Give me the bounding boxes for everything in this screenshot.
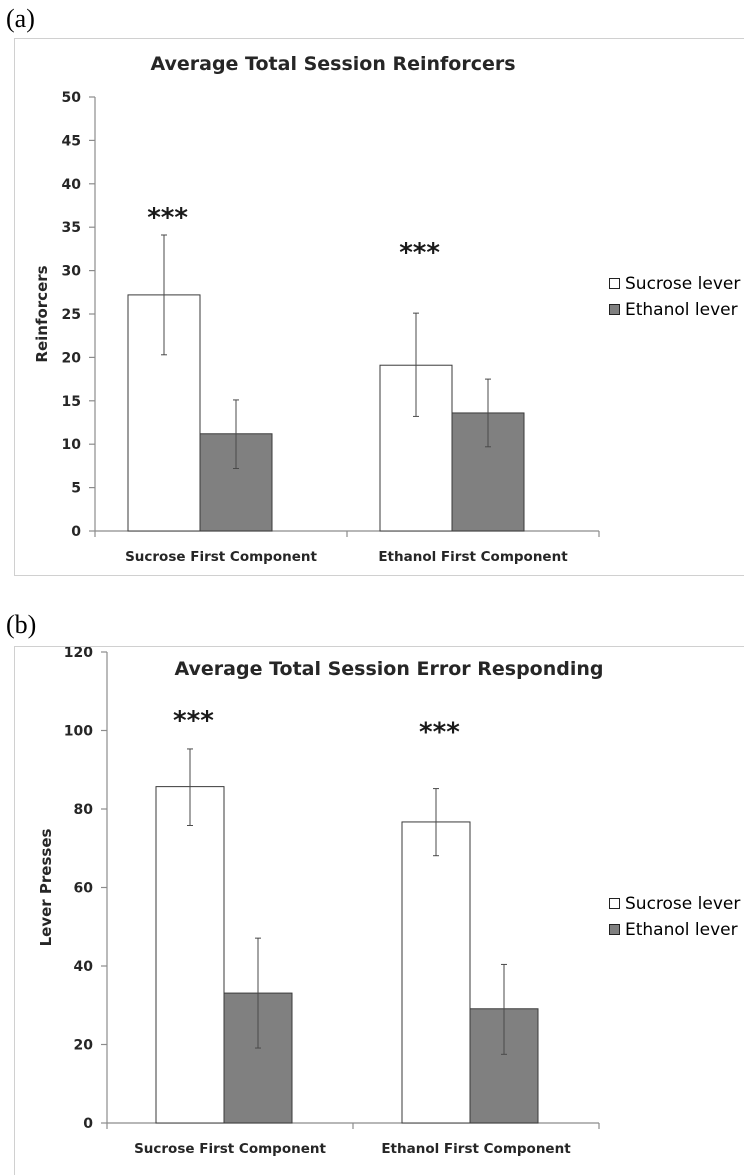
chart-title: Average Total Session Reinforcers [150,53,515,75]
panel-a-letter: (a) [6,4,35,33]
y-tick-label: 25 [62,307,81,323]
chart-title: Average Total Session Error Responding [174,658,603,680]
legend-swatch-sucrose [609,898,620,909]
legend-label-ethanol: Ethanol lever [625,920,738,940]
reinforcers-bar-chart: Average Total Session Reinforcers Reinfor… [33,53,600,565]
x-category-label: Sucrose First Component [125,549,317,565]
legend-b: Sucrose lever Ethanol lever [609,891,740,943]
y-tick-label: 60 [74,881,94,897]
bar-sucrose [401,821,471,1124]
significance-annotation: *** [147,203,188,233]
legend-item-sucrose: Sucrose lever [609,891,740,917]
y-tick-label: 100 [64,724,93,740]
x-category-label: Sucrose First Component [134,1141,326,1157]
panel-a-chart: Average Total Session Reinforcers Reinfor… [14,38,744,576]
y-tick-label: 0 [71,524,81,540]
x-category-label: Ethanol First Component [381,1141,571,1157]
legend-item-ethanol: Ethanol lever [609,917,740,943]
y-tick-label: 40 [62,177,82,193]
bar-sucrose [155,786,225,1124]
legend-a: Sucrose lever Ethanol lever [609,271,740,323]
y-tick-label: 80 [74,802,94,818]
y-axis-label: Reinforcers [33,265,51,362]
panel-b-chart: Average Total Session Error Responding Le… [14,646,744,1175]
y-axis-label: Lever Presses [37,829,55,947]
significance-annotation: *** [419,718,460,748]
y-tick-label: 10 [62,437,82,453]
y-tick-label: 20 [62,350,82,366]
legend-label-sucrose: Sucrose lever [625,274,741,294]
y-tick-label: 45 [62,133,81,149]
y-tick-label: 40 [74,959,94,975]
y-tick-label: 30 [62,264,82,280]
legend-label-sucrose: Sucrose lever [625,894,741,914]
legend-swatch-sucrose [609,278,620,289]
legend-item-sucrose: Sucrose lever [609,271,740,297]
significance-annotation: *** [173,706,214,736]
y-tick-label: 20 [74,1038,94,1054]
y-tick-label: 0 [83,1116,93,1132]
error-responding-bar-chart: Average Total Session Error RespondingLe… [37,647,604,1157]
legend-swatch-ethanol [609,924,620,935]
plot-area: Lever Presses 0 20 40 60 80 100 120 Sucrose Firs… [37,647,600,1157]
y-tick-label: 15 [62,394,81,410]
y-tick-label: 35 [62,220,81,236]
legend-swatch-ethanol [609,304,620,315]
significance-annotation: *** [399,238,440,268]
panel-b-letter: (b) [6,610,37,639]
y-tick-label: 50 [62,90,82,106]
legend-label-ethanol: Ethanol lever [625,300,738,320]
x-category-label: Ethanol First Component [378,549,568,565]
y-tick-label: 5 [71,481,81,497]
y-tick-label: 120 [64,647,93,661]
legend-item-ethanol: Ethanol lever [609,297,740,323]
